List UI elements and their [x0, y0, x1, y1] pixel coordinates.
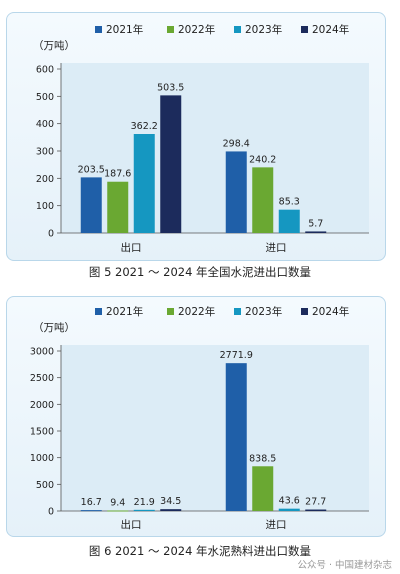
y-tick-label: 1000 [30, 453, 54, 464]
data-label: 21.9 [134, 497, 155, 508]
bar [305, 509, 327, 511]
x-category-label: 进口 [266, 519, 287, 531]
bar [107, 181, 129, 233]
y-tick-label: 500 [36, 480, 54, 491]
legend-label: 2021年 [106, 305, 143, 318]
data-label: 203.5 [78, 164, 105, 175]
bar [80, 510, 102, 512]
x-category-label: 出口 [121, 241, 142, 254]
data-label: 2771.9 [220, 350, 253, 361]
bar [133, 509, 155, 511]
bar [133, 133, 155, 233]
y-tick-label: 200 [36, 174, 54, 185]
y-tick-label: 400 [36, 119, 54, 130]
y-tick-label: 0 [48, 507, 54, 518]
y-tick-label: 2000 [30, 400, 54, 411]
y-tick-label: 1500 [30, 427, 54, 438]
y-tick-label: 3000 [30, 347, 54, 358]
legend-label: 2024年 [312, 305, 349, 318]
data-label: 34.5 [160, 496, 181, 507]
bar [278, 209, 300, 233]
legend-swatch [301, 26, 308, 33]
bar [160, 509, 182, 511]
legend-swatch [95, 26, 102, 33]
legend-label: 2023年 [245, 23, 282, 36]
y-tick-label: 0 [48, 229, 54, 240]
data-label: 9.4 [110, 497, 125, 508]
data-label: 85.3 [279, 197, 300, 208]
chart-panel-cement: 0 100 200 300 400 500 600 （万吨） 2021年 2022年 2023年 20… [6, 12, 386, 261]
legend-swatch [167, 308, 174, 315]
bar [160, 95, 182, 233]
plot-area [61, 63, 369, 233]
chart-panel-clinker: 0 500 1000 1500 2000 2500 3000 （万吨） 2021年 2022年 20… [6, 296, 386, 537]
y-axis-unit: （万吨） [33, 39, 75, 52]
bar [305, 231, 327, 233]
y-tick-label: 500 [36, 92, 54, 103]
y-tick-label: 100 [36, 201, 54, 212]
x-category-label: 进口 [266, 242, 287, 254]
bar [225, 151, 247, 233]
legend-label: 2023年 [245, 305, 282, 318]
y-tick-label: 300 [36, 147, 54, 158]
y-tick-label: 2500 [30, 373, 54, 384]
legend-label: 2022年 [178, 23, 215, 36]
y-tick-label: 600 [36, 65, 54, 76]
legend-swatch [95, 308, 102, 315]
bar [80, 177, 102, 233]
data-label: 5.7 [308, 218, 323, 229]
y-axis-unit: （万吨） [33, 321, 75, 334]
bar [252, 466, 274, 511]
legend-label: 2021年 [106, 23, 143, 36]
legend-swatch [167, 26, 174, 33]
data-label: 43.6 [279, 496, 300, 507]
chart-cement-import-export: 0 100 200 300 400 500 600 （万吨） 2021年 2022年 2023年 20… [33, 23, 369, 254]
data-label: 503.5 [157, 82, 184, 93]
data-label: 27.7 [305, 497, 326, 508]
figure-caption-5: 图 5 2021 ～ 2024 年全国水泥进出口数量 [88, 265, 312, 279]
x-category-label: 出口 [121, 518, 142, 531]
data-label: 187.6 [104, 169, 131, 180]
data-label: 240.2 [249, 154, 276, 165]
data-label: 298.4 [223, 138, 250, 149]
legend-label: 2022年 [178, 305, 215, 318]
legend-swatch [234, 308, 241, 315]
plot-area [61, 345, 369, 511]
legend-swatch [234, 26, 241, 33]
bar [225, 363, 247, 511]
data-label: 838.5 [249, 453, 276, 464]
bar [252, 167, 274, 233]
legend-label: 2024年 [312, 23, 349, 36]
data-label: 16.7 [81, 497, 102, 508]
watermark: 公众号 · 中国建材杂志 [297, 560, 392, 571]
data-label: 362.2 [131, 121, 158, 132]
chart-clinker-import-export: 0 500 1000 1500 2000 2500 3000 （万吨） 2021年 2022年 20… [30, 305, 369, 531]
figure-caption-6: 图 6 2021 ～ 2024 年水泥熟料进出口数量 [88, 544, 312, 558]
bar [107, 510, 129, 512]
legend-swatch [301, 308, 308, 315]
bar [278, 508, 300, 511]
